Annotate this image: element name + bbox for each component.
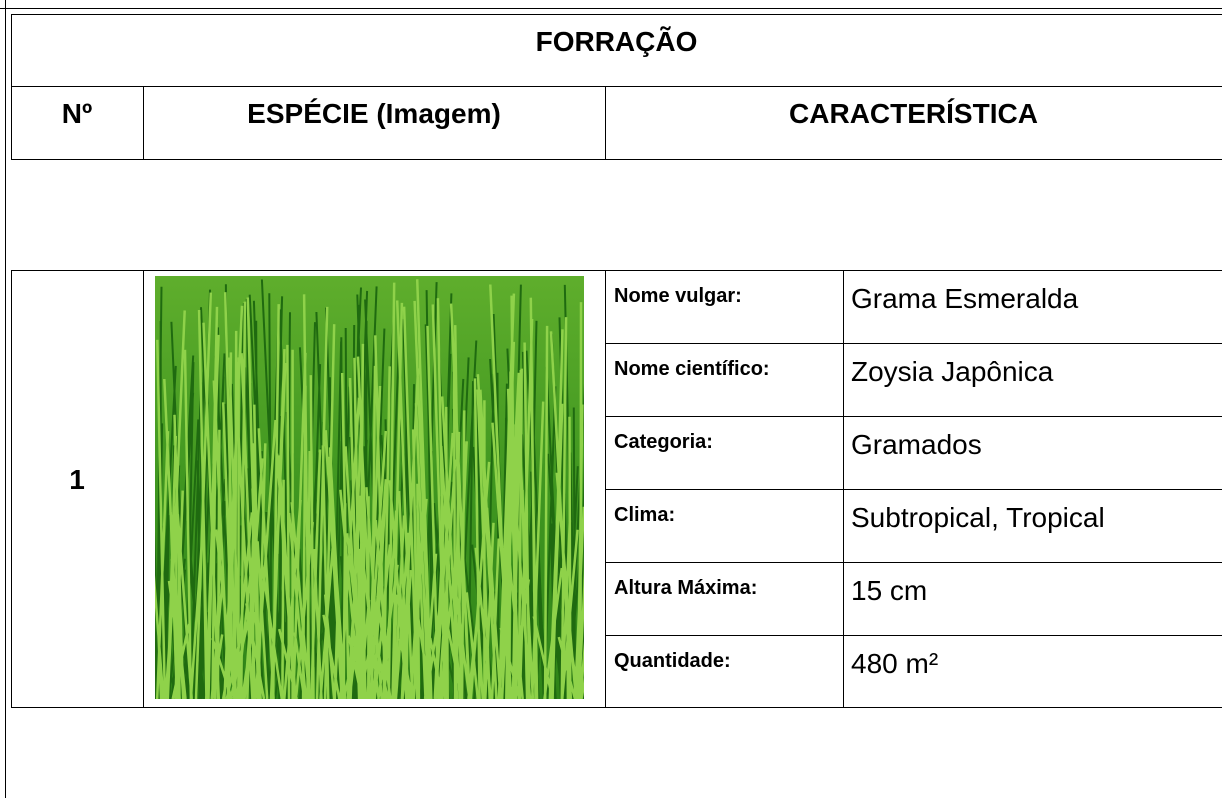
table-title: FORRAÇÃO xyxy=(535,25,698,57)
characteristic-value: Gramados xyxy=(851,428,982,460)
column-header: ESPÉCIE (Imagem) xyxy=(247,98,501,129)
border xyxy=(11,86,1222,87)
characteristic-label: Nome vulgar: xyxy=(614,285,742,307)
page-frame xyxy=(5,0,6,798)
characteristic-label: Nome científico: xyxy=(614,358,770,380)
characteristic-value: 480 m² xyxy=(851,647,939,679)
characteristic-value: Grama Esmeralda xyxy=(851,282,1079,314)
species-image xyxy=(155,276,584,699)
border xyxy=(11,14,12,160)
border xyxy=(11,159,1222,160)
border xyxy=(11,270,12,708)
characteristic-label: Clima: xyxy=(614,504,676,526)
border xyxy=(11,270,1222,271)
border xyxy=(143,270,144,708)
column-header: CARACTERÍSTICA xyxy=(789,98,1038,129)
row-number: 1 xyxy=(69,464,85,495)
border xyxy=(605,635,1222,636)
grass-blades xyxy=(155,279,584,699)
border xyxy=(11,14,1222,15)
border xyxy=(605,416,1222,417)
characteristic-value: Subtropical, Tropical xyxy=(851,501,1105,533)
characteristic-label: Quantidade: xyxy=(614,650,731,672)
border xyxy=(143,86,144,160)
border xyxy=(605,86,606,160)
characteristic-value: Zoysia Japônica xyxy=(851,355,1054,387)
characteristic-value: 15 cm xyxy=(851,574,928,606)
border xyxy=(11,707,1222,708)
characteristic-label: Categoria: xyxy=(614,431,713,453)
border xyxy=(605,562,1222,563)
page-frame xyxy=(0,8,1222,9)
characteristic-label: Altura Máxima: xyxy=(614,577,758,599)
column-header: Nº xyxy=(61,98,93,129)
border xyxy=(605,343,1222,344)
border xyxy=(605,489,1222,490)
